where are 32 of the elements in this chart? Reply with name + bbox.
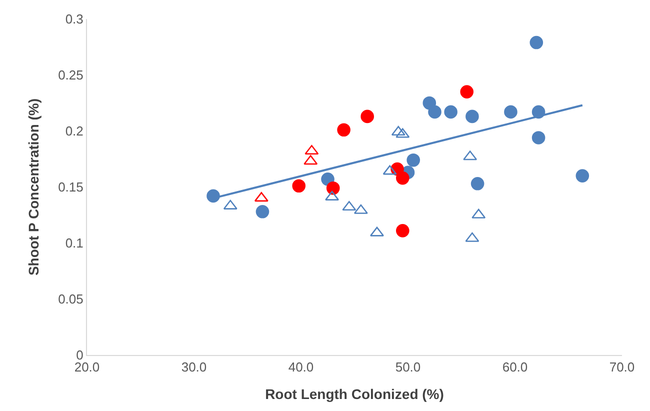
x-tick-label: 70.0 — [609, 360, 635, 375]
point — [504, 105, 518, 119]
point — [530, 36, 544, 50]
point — [460, 85, 474, 98]
y-tick-label: 0.1 — [65, 236, 84, 251]
point — [396, 224, 410, 238]
x-tick-label: 50.0 — [395, 360, 421, 375]
point — [428, 105, 442, 119]
x-axis-title: Root Length Colonized (%) — [265, 386, 444, 402]
y-tick-label: 0.15 — [58, 180, 84, 195]
y-tick-label: 0.3 — [65, 12, 84, 27]
point — [360, 110, 374, 124]
y-axis-title: Shoot P Concentration (%) — [26, 98, 42, 276]
point — [256, 204, 270, 218]
x-tick-label: 60.0 — [502, 360, 528, 375]
point — [470, 176, 484, 190]
point — [576, 169, 590, 182]
x-tick-label: 30.0 — [181, 360, 207, 375]
point — [396, 171, 410, 185]
y-tick-label: 0.25 — [58, 68, 84, 83]
point — [391, 126, 406, 136]
point — [292, 179, 306, 193]
point — [444, 105, 458, 119]
point — [206, 189, 220, 203]
point — [466, 110, 479, 124]
point — [406, 153, 420, 167]
point — [337, 123, 350, 137]
x-tick-label: 40.0 — [288, 360, 314, 375]
y-tick-label: 0.05 — [58, 292, 84, 307]
y-tick-label: 0.2 — [65, 124, 84, 139]
point — [532, 131, 546, 144]
point — [326, 181, 340, 195]
